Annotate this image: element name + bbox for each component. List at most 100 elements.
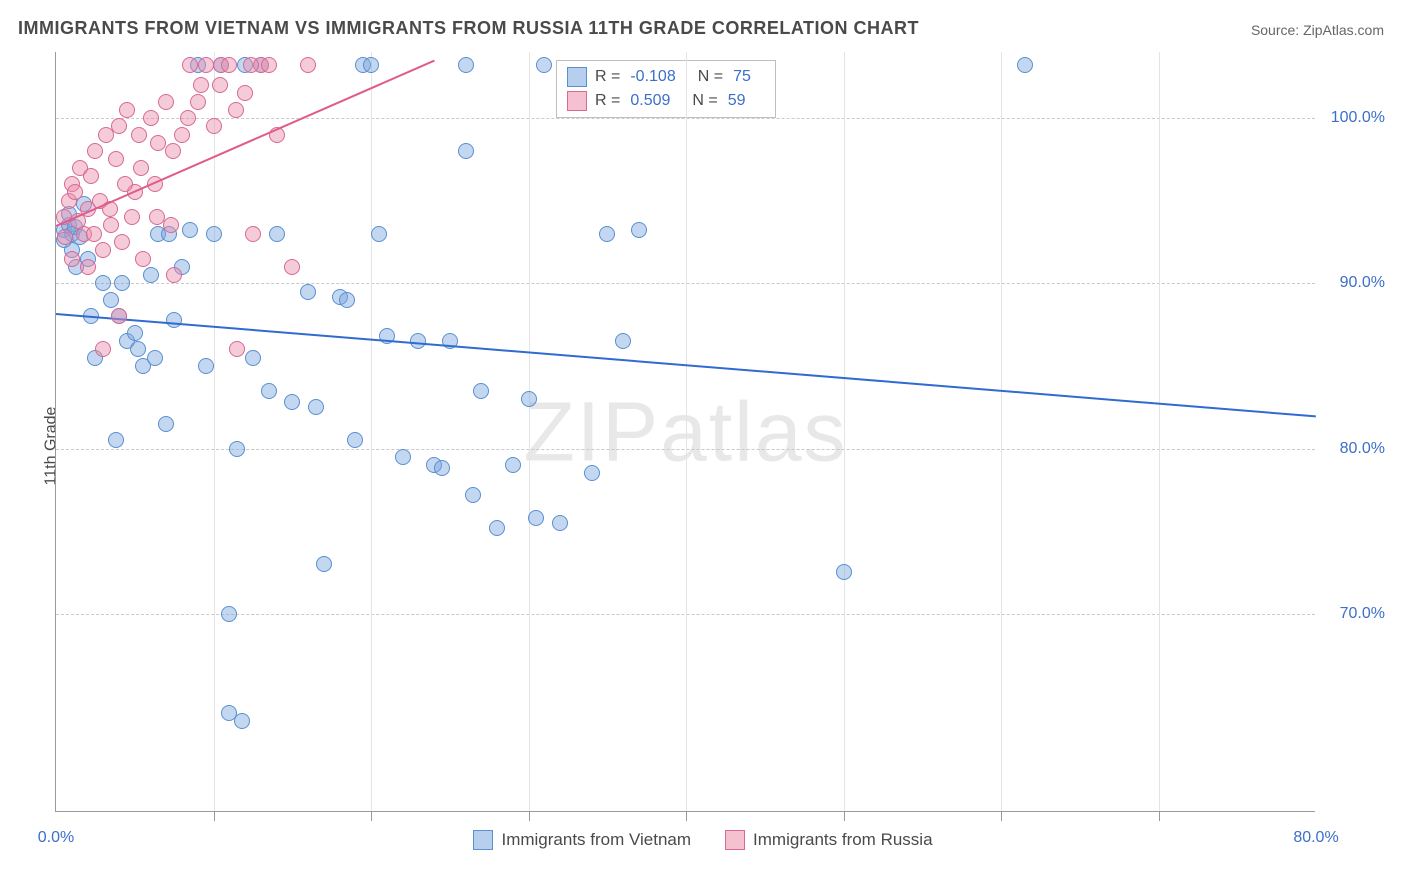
data-point <box>103 217 119 233</box>
data-point <box>114 275 130 291</box>
data-point <box>190 94 206 110</box>
data-point <box>234 713 250 729</box>
x-tick <box>1159 811 1160 821</box>
data-point <box>158 94 174 110</box>
data-point <box>552 515 568 531</box>
data-point <box>615 333 631 349</box>
n-label: N = <box>698 68 723 86</box>
data-point <box>83 168 99 184</box>
series-legend: Immigrants from Vietnam Immigrants from … <box>0 830 1406 850</box>
data-point <box>505 457 521 473</box>
data-point <box>221 606 237 622</box>
data-point <box>206 226 222 242</box>
data-point <box>143 110 159 126</box>
data-point <box>284 394 300 410</box>
data-point <box>1017 57 1033 73</box>
data-point <box>193 77 209 93</box>
x-tick <box>529 811 530 821</box>
n-value-vietnam: 75 <box>733 68 751 86</box>
r-value-russia: 0.509 <box>630 92 670 110</box>
legend-item-vietnam: Immigrants from Vietnam <box>473 830 691 850</box>
x-tick <box>371 811 372 821</box>
data-point <box>165 143 181 159</box>
data-point <box>489 520 505 536</box>
data-point <box>465 487 481 503</box>
data-point <box>261 383 277 399</box>
data-point <box>536 57 552 73</box>
scatter-plot-area: ZIPatlas R = -0.108 N = 75 R = 0.509 N =… <box>55 52 1315 812</box>
data-point <box>95 242 111 258</box>
y-tick-label: 80.0% <box>1340 440 1385 458</box>
data-point <box>103 292 119 308</box>
chart-title: IMMIGRANTS FROM VIETNAM VS IMMIGRANTS FR… <box>18 18 919 39</box>
data-point <box>836 564 852 580</box>
data-point <box>133 160 149 176</box>
y-tick-label: 100.0% <box>1331 109 1385 127</box>
data-point <box>521 391 537 407</box>
data-point <box>95 275 111 291</box>
data-point <box>198 358 214 374</box>
data-point <box>149 209 165 225</box>
data-point <box>67 184 83 200</box>
data-point <box>395 449 411 465</box>
data-point <box>147 350 163 366</box>
data-point <box>64 251 80 267</box>
data-point <box>229 441 245 457</box>
data-point <box>221 57 237 73</box>
data-point <box>108 151 124 167</box>
data-point <box>434 460 450 476</box>
x-tick <box>1001 811 1002 821</box>
data-point <box>237 85 253 101</box>
y-tick-label: 70.0% <box>1340 605 1385 623</box>
data-point <box>371 226 387 242</box>
data-point <box>198 57 214 73</box>
data-point <box>300 57 316 73</box>
data-point <box>339 292 355 308</box>
n-value-russia: 59 <box>728 92 746 110</box>
data-point <box>269 226 285 242</box>
x-tick <box>686 811 687 821</box>
legend-row-russia: R = 0.509 N = 59 <box>567 89 765 113</box>
data-point <box>261 57 277 73</box>
data-point <box>131 127 147 143</box>
data-point <box>95 341 111 357</box>
x-tick <box>844 811 845 821</box>
data-point <box>584 465 600 481</box>
data-point <box>206 118 222 134</box>
data-point <box>166 267 182 283</box>
data-point <box>158 416 174 432</box>
legend-label-russia: Immigrants from Russia <box>753 830 932 850</box>
data-point <box>316 556 332 572</box>
grid-line-vertical <box>529 52 530 811</box>
data-point <box>111 118 127 134</box>
data-point <box>245 350 261 366</box>
grid-line-vertical <box>844 52 845 811</box>
x-tick <box>214 811 215 821</box>
grid-line-vertical <box>371 52 372 811</box>
data-point <box>166 312 182 328</box>
grid-line-vertical <box>686 52 687 811</box>
data-point <box>228 102 244 118</box>
data-point <box>458 143 474 159</box>
swatch-vietnam <box>567 67 587 87</box>
data-point <box>182 222 198 238</box>
data-point <box>87 143 103 159</box>
data-point <box>80 259 96 275</box>
data-point <box>114 234 130 250</box>
data-point <box>300 284 316 300</box>
data-point <box>163 217 179 233</box>
data-point <box>143 267 159 283</box>
data-point <box>57 229 73 245</box>
r-label: R = <box>595 92 620 110</box>
y-tick-label: 90.0% <box>1340 274 1385 292</box>
swatch-russia <box>567 91 587 111</box>
data-point <box>363 57 379 73</box>
data-point <box>130 341 146 357</box>
data-point <box>458 57 474 73</box>
data-point <box>127 325 143 341</box>
data-point <box>111 308 127 324</box>
legend-row-vietnam: R = -0.108 N = 75 <box>567 65 765 89</box>
r-label: R = <box>595 68 620 86</box>
data-point <box>599 226 615 242</box>
correlation-legend: R = -0.108 N = 75 R = 0.509 N = 59 <box>556 60 776 118</box>
